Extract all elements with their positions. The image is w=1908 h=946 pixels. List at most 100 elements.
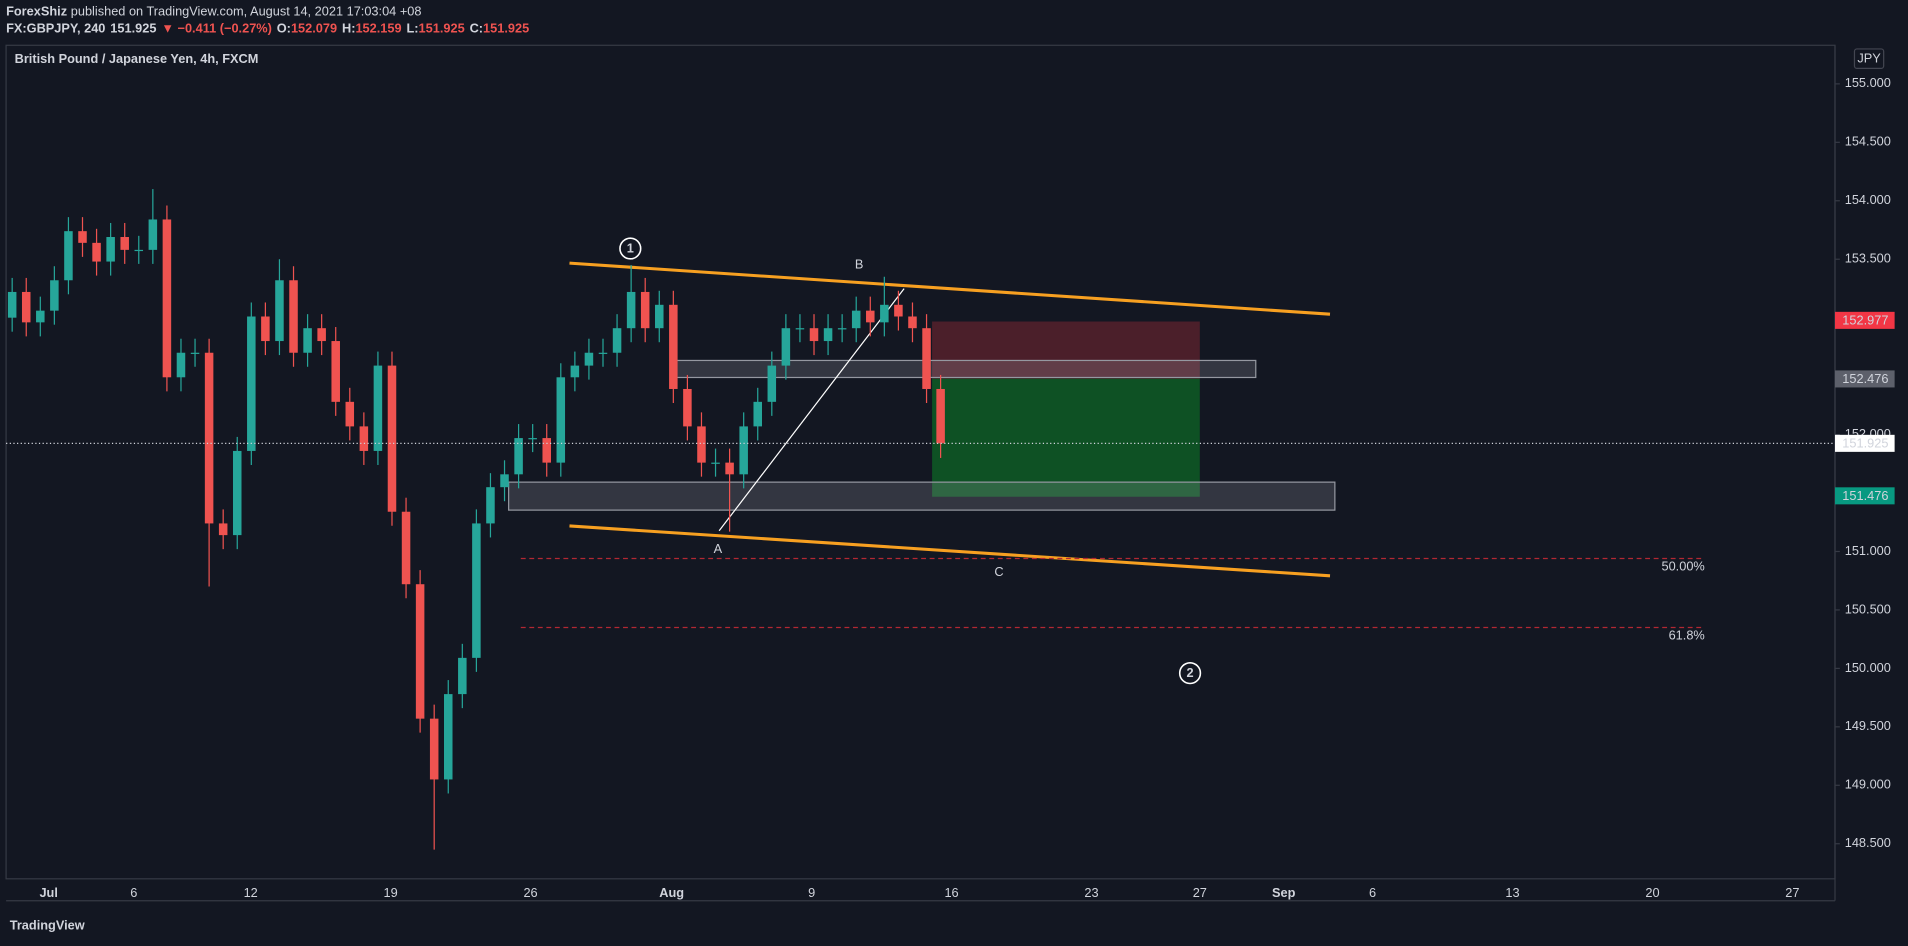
drawings	[508, 261, 1336, 578]
plot-frame	[5, 44, 1836, 880]
candle-body	[204, 352, 214, 524]
candle-body	[78, 231, 87, 243]
candle-body	[401, 511, 411, 585]
zone-box	[508, 481, 1336, 511]
candle-body	[908, 316, 917, 329]
ohlc-label: L:	[406, 21, 418, 36]
candle-body	[795, 328, 805, 330]
price-label-box	[1834, 434, 1895, 452]
x-tick-label: Jul	[39, 885, 57, 900]
trendline	[569, 524, 1331, 578]
candle-body	[500, 474, 509, 488]
candle-body	[331, 341, 340, 402]
candle-body	[36, 310, 45, 323]
currency: JPY	[1857, 51, 1881, 66]
brand: TradingView	[10, 918, 85, 933]
price-label-box	[1834, 370, 1895, 388]
wave-label: B	[855, 256, 864, 271]
candle-body	[50, 280, 59, 311]
ohlc-value: 151.925	[419, 21, 465, 36]
symbol: FX:GBPJPY, 240	[6, 21, 105, 36]
wave-label: 1	[627, 240, 634, 255]
header-line: ForexShiz published on TradingView.com, A…	[6, 4, 421, 19]
candle-body	[387, 365, 397, 512]
wave-label: A	[714, 541, 723, 556]
candle-body	[781, 328, 791, 366]
candle-body	[64, 231, 73, 281]
ohlc-value: 152.159	[355, 21, 401, 36]
candle-body	[275, 280, 284, 342]
candle-body	[120, 237, 129, 250]
fib-label: 50.00%	[1661, 558, 1704, 573]
candle-body	[106, 237, 115, 262]
candle-body	[429, 718, 439, 780]
candle-body	[415, 584, 425, 719]
price-label-box	[1834, 311, 1895, 329]
price-label: 151.476	[1842, 488, 1888, 503]
x-tick-label: Aug	[659, 885, 684, 900]
publisher: ForexShiz	[6, 4, 67, 19]
wave-line	[718, 288, 905, 532]
candle-body	[753, 401, 762, 427]
candle-body	[640, 291, 650, 329]
currency-box	[1853, 48, 1885, 70]
x-tick-label: Sep	[1272, 885, 1296, 900]
y-tick-label: 153.500	[1845, 251, 1891, 266]
candle-body	[936, 388, 945, 444]
candle-body	[739, 426, 748, 475]
wave-label: 2	[1187, 665, 1194, 680]
price-label-box	[1834, 487, 1895, 505]
y-tick-label: 155.000	[1845, 75, 1891, 90]
candle-body	[92, 242, 101, 262]
candle-body	[683, 388, 692, 427]
y-tick-label: 149.000	[1845, 777, 1891, 792]
chart-title: British Pound / Japanese Yen, 4h, FXCM	[15, 51, 259, 66]
y-tick-label: 150.000	[1845, 660, 1891, 675]
price-label: 151.925	[1842, 435, 1888, 450]
candle-body	[373, 365, 383, 451]
change: ▼ −0.411 (−0.27%)	[161, 21, 272, 36]
published: published on TradingView.com, August 14,…	[71, 4, 422, 19]
candle-body	[303, 328, 312, 353]
candle-body	[289, 280, 298, 353]
x-tick-label: 6	[1369, 885, 1376, 900]
candle-body	[655, 304, 664, 329]
x-tick-label: 23	[1084, 885, 1098, 900]
y-tick-label: 154.500	[1845, 134, 1891, 149]
x-tick-label: 13	[1505, 885, 1519, 900]
candle-body	[697, 426, 706, 463]
candle-body	[443, 694, 453, 780]
candle-body	[190, 352, 200, 354]
candle-body	[626, 291, 636, 329]
price-label: 152.977	[1842, 312, 1888, 327]
candle-body	[584, 352, 594, 366]
fib-label: 61.8%	[1669, 627, 1705, 642]
x-tick-label: 9	[808, 885, 815, 900]
candle-body	[598, 352, 608, 354]
candle-body	[134, 249, 144, 252]
wave-label: C	[994, 564, 1003, 579]
zone-box	[671, 359, 1257, 379]
candle-body	[176, 352, 186, 378]
y-tick-label: 148.500	[1845, 835, 1891, 850]
candle-body	[556, 377, 566, 463]
y-tick-label: 149.500	[1845, 718, 1891, 733]
wave-circle	[1178, 662, 1202, 685]
target-zone	[932, 378, 1200, 497]
candle-body	[894, 304, 903, 317]
candle-body	[317, 328, 326, 342]
candle-body	[570, 365, 580, 378]
candle-body	[851, 310, 861, 329]
candle-body	[612, 328, 622, 353]
ohlc-value: 152.079	[291, 21, 337, 36]
x-tick-label: 20	[1645, 885, 1659, 900]
candle-body	[472, 523, 481, 658]
x-tick-label: 27	[1785, 885, 1799, 900]
candle-body	[514, 438, 523, 475]
y-tick-label: 151.000	[1845, 543, 1891, 558]
y-tick-label: 154.000	[1845, 192, 1891, 207]
candle-body	[247, 316, 256, 451]
stop-zone	[932, 321, 1200, 379]
candle-body	[218, 523, 228, 536]
